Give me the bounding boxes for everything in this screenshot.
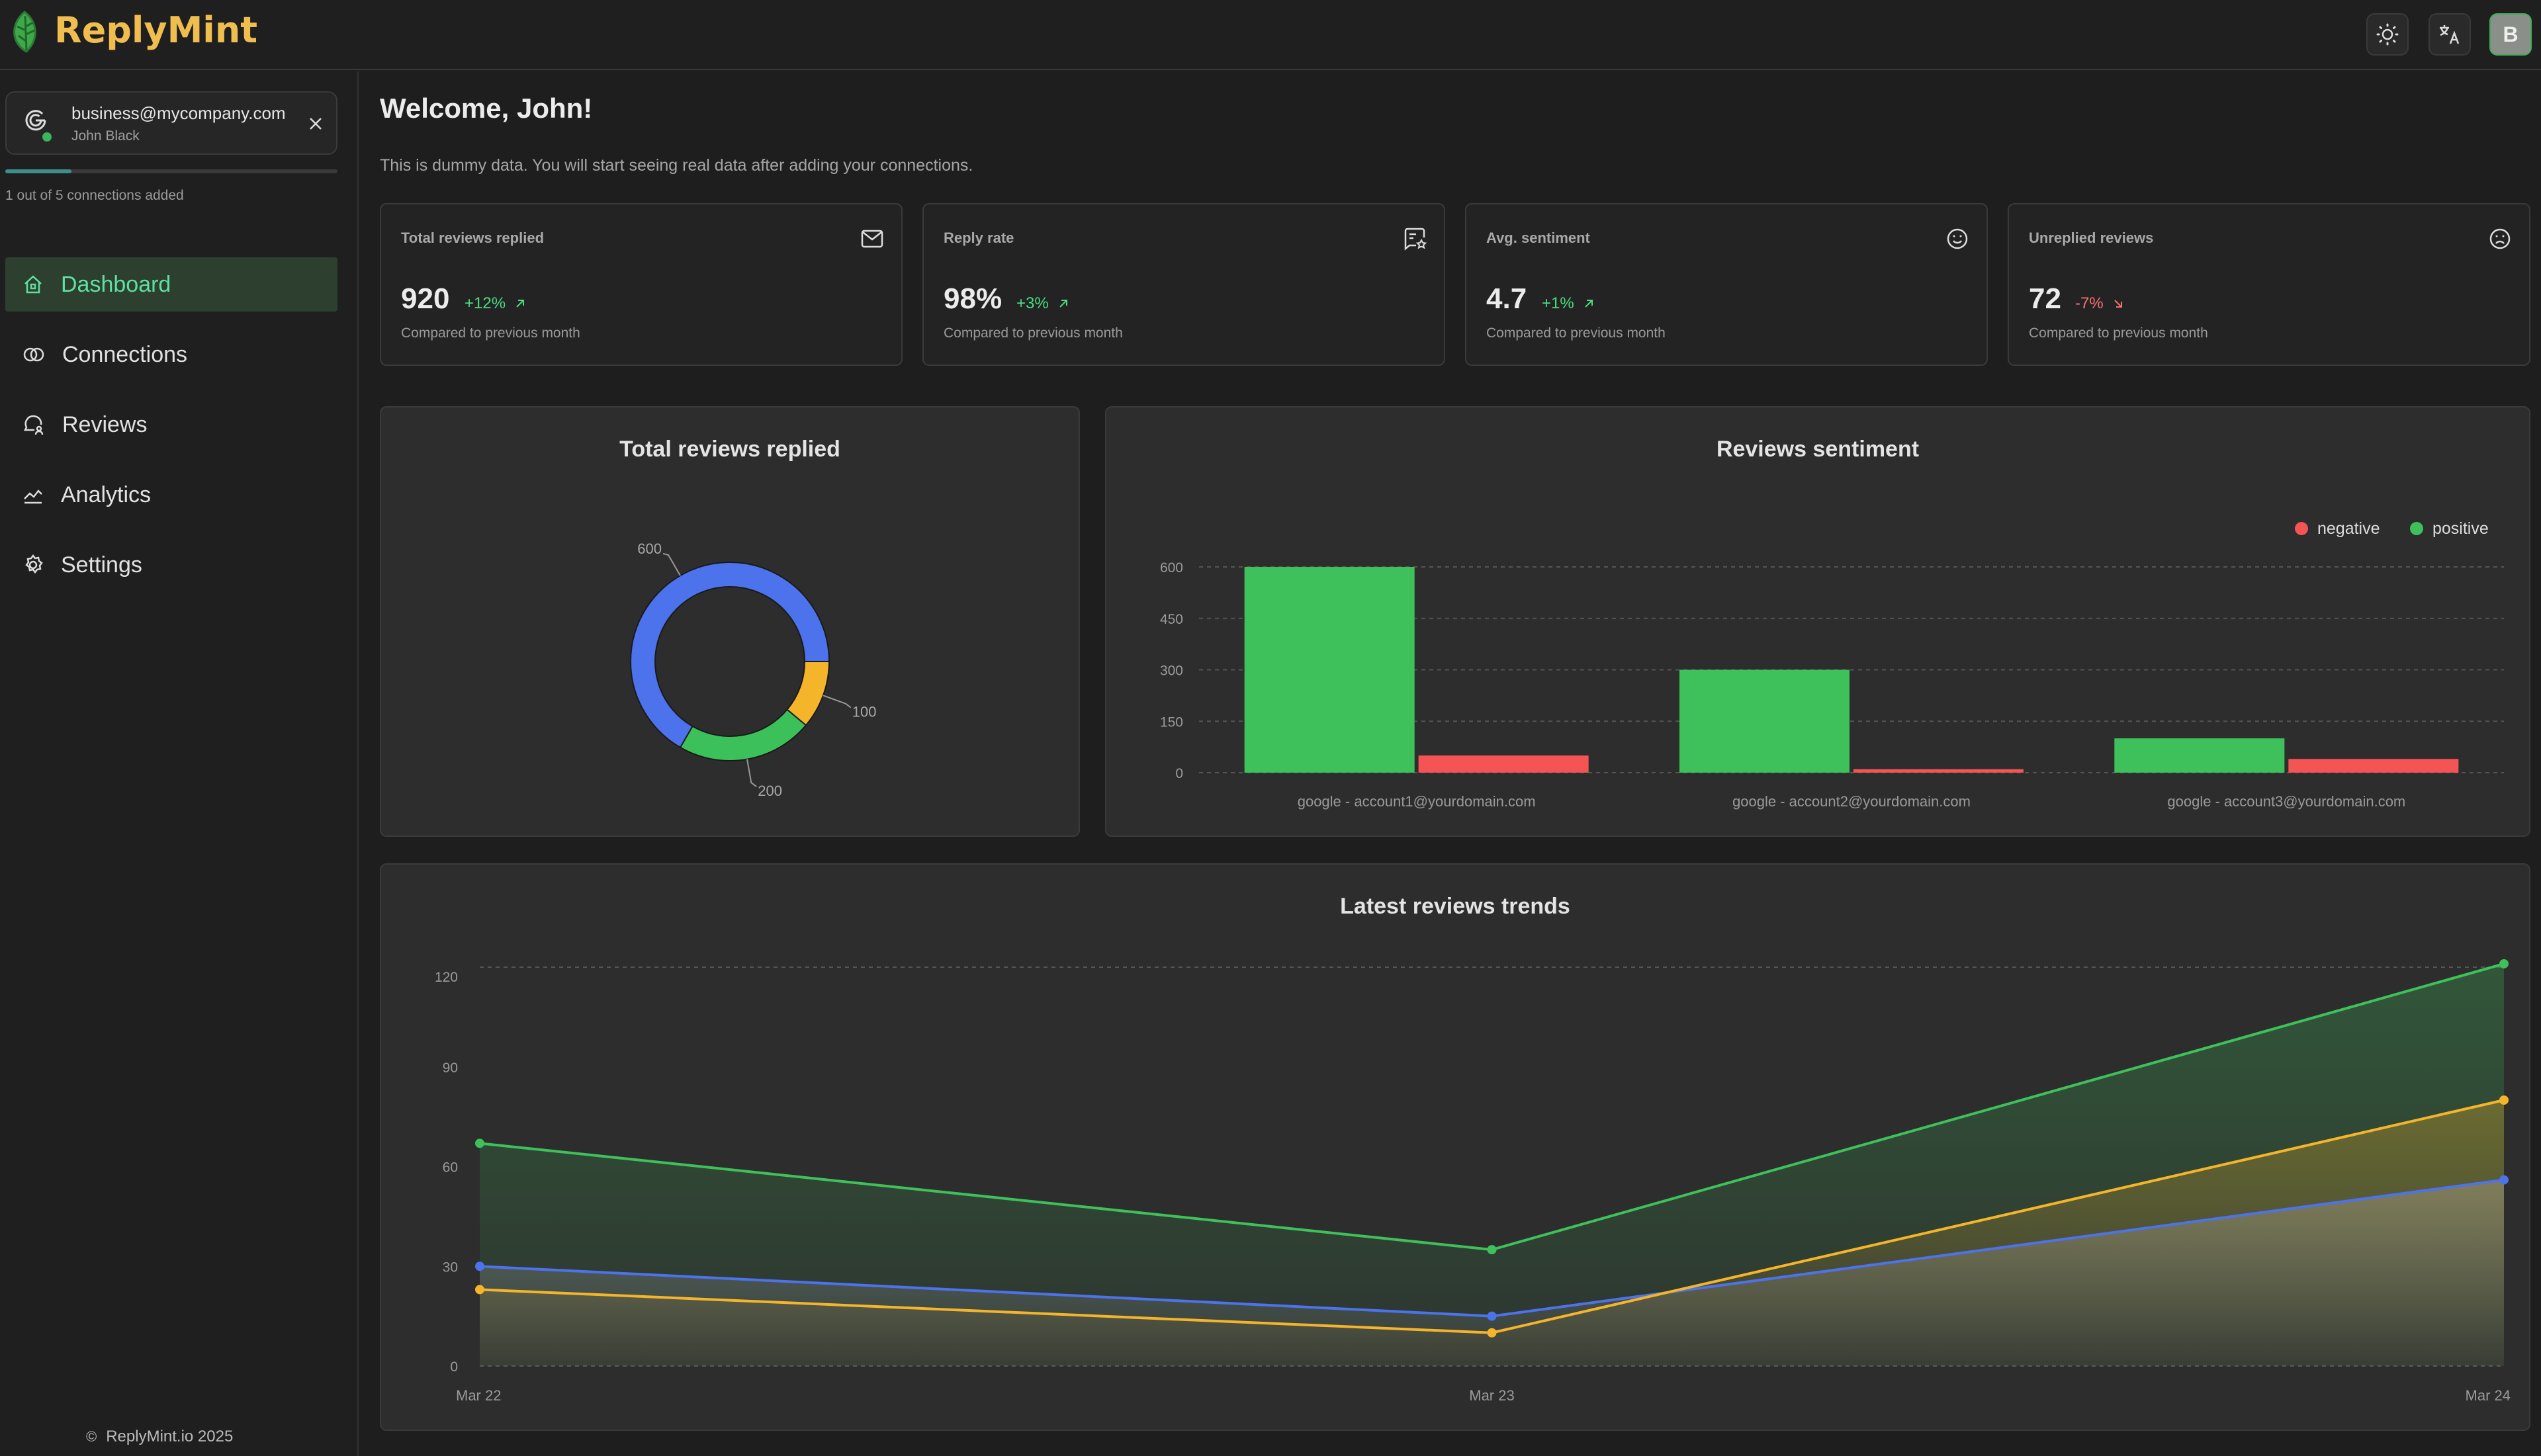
- stat-value: 72: [2029, 282, 2061, 315]
- sun-icon: [2376, 23, 2399, 46]
- stat-change: +3%: [1016, 294, 1069, 313]
- progress-fill: [5, 169, 72, 173]
- footer: © ReplyMint.io 2025: [86, 1428, 233, 1446]
- close-icon[interactable]: [308, 116, 323, 131]
- smile-icon: [1947, 228, 1968, 249]
- stat-title: Avg. sentiment: [1486, 230, 1590, 246]
- sidebar-item-label: Reviews: [62, 411, 148, 437]
- arrow-up-right-icon: [1059, 300, 1067, 308]
- stat-value: 4.7: [1486, 282, 1527, 315]
- arrow-up-right-icon: [516, 300, 525, 308]
- stat-caption: Compared to previous month: [944, 325, 1123, 341]
- review-user-icon: [23, 415, 44, 435]
- connections-count-text: 1 out of 5 connections added: [5, 188, 184, 203]
- top-bar: ReplyMint B: [0, 0, 2541, 70]
- stat-card: Total reviews replied 920 +12% Compared …: [380, 203, 903, 366]
- stat-change: -7%: [2075, 294, 2123, 313]
- stat-card: Unreplied reviews 72 -7% Compared to pre…: [2008, 203, 2530, 366]
- home-icon: [24, 275, 42, 294]
- stat-value: 98%: [944, 282, 1003, 315]
- chart-icon: [24, 490, 42, 504]
- gear-icon: [25, 554, 43, 574]
- account-card[interactable]: business@mycompany.com John Black: [5, 91, 337, 155]
- mail-icon: [861, 230, 883, 248]
- language-button[interactable]: [2429, 13, 2471, 56]
- arrow-down-right-icon: [2114, 300, 2122, 308]
- user-avatar[interactable]: B: [2489, 13, 2532, 56]
- stat-change-value: +3%: [1016, 294, 1049, 312]
- app-logo-text: ReplyMint: [54, 9, 258, 51]
- stat-change: +1%: [1542, 294, 1594, 313]
- sidebar-item-analytics[interactable]: Analytics: [5, 468, 337, 522]
- stat-change: +12%: [465, 294, 525, 313]
- stat-title: Unreplied reviews: [2029, 230, 2154, 246]
- account-email: business@mycompany.com: [71, 103, 286, 123]
- chart-title: Latest reviews trends: [1340, 894, 1570, 919]
- stat-title: Total reviews replied: [401, 230, 545, 246]
- stat-card: Avg. sentiment 4.7 +1% Compared to previ…: [1465, 203, 1988, 366]
- stat-title: Reply rate: [944, 230, 1014, 246]
- sidebar-item-connections[interactable]: Connections: [5, 327, 337, 382]
- arrow-up-right-icon: [1584, 300, 1593, 308]
- sidebar-item-label: Connections: [62, 341, 188, 367]
- total-reviews-chart-card: Total reviews replied: [380, 406, 1080, 837]
- connections-progress-bar: [5, 169, 337, 173]
- link-icon: [23, 347, 44, 362]
- sidebar-item-label: Dashboard: [61, 271, 171, 297]
- theme-toggle-button[interactable]: [2366, 13, 2409, 56]
- chart-title: Reviews sentiment: [1716, 437, 1920, 462]
- google-icon: [25, 110, 46, 131]
- stat-change-value: +12%: [465, 294, 506, 312]
- stat-change-value: -7%: [2075, 294, 2104, 312]
- sidebar: business@mycompany.com John Black 1 out …: [0, 71, 359, 1456]
- sidebar-item-label: Analytics: [61, 482, 152, 507]
- leaf-logo-icon: [13, 11, 36, 53]
- page-subtitle: This is dummy data. You will start seein…: [380, 156, 973, 175]
- sidebar-item-label: Settings: [61, 552, 142, 578]
- stat-caption: Compared to previous month: [1486, 325, 1666, 341]
- footer-text: ReplyMint.io 2025: [106, 1428, 234, 1445]
- copyright-icon: ©: [86, 1428, 97, 1445]
- stat-card: Reply rate 98% +3% Compared to previous …: [922, 203, 1445, 366]
- stat-change-value: +1%: [1542, 294, 1574, 312]
- reviews-trends-chart-card: Latest reviews trends: [380, 863, 2530, 1431]
- stat-caption: Compared to previous month: [401, 325, 580, 341]
- account-name: John Black: [71, 128, 140, 144]
- status-dot: [42, 132, 52, 142]
- sidebar-item-reviews[interactable]: Reviews: [5, 398, 337, 452]
- chart-title: Total reviews replied: [619, 437, 840, 462]
- translate-icon: [2440, 25, 2460, 44]
- stat-caption: Compared to previous month: [2029, 325, 2208, 341]
- page-title: Welcome, John!: [380, 93, 593, 124]
- message-star-icon: [1404, 228, 1427, 251]
- reviews-sentiment-chart-card: Reviews sentiment: [1105, 406, 2530, 837]
- stat-value: 920: [401, 282, 450, 315]
- sidebar-item-dashboard[interactable]: Dashboard: [5, 257, 337, 312]
- sidebar-item-settings[interactable]: Settings: [5, 538, 337, 592]
- frown-icon: [2489, 228, 2511, 249]
